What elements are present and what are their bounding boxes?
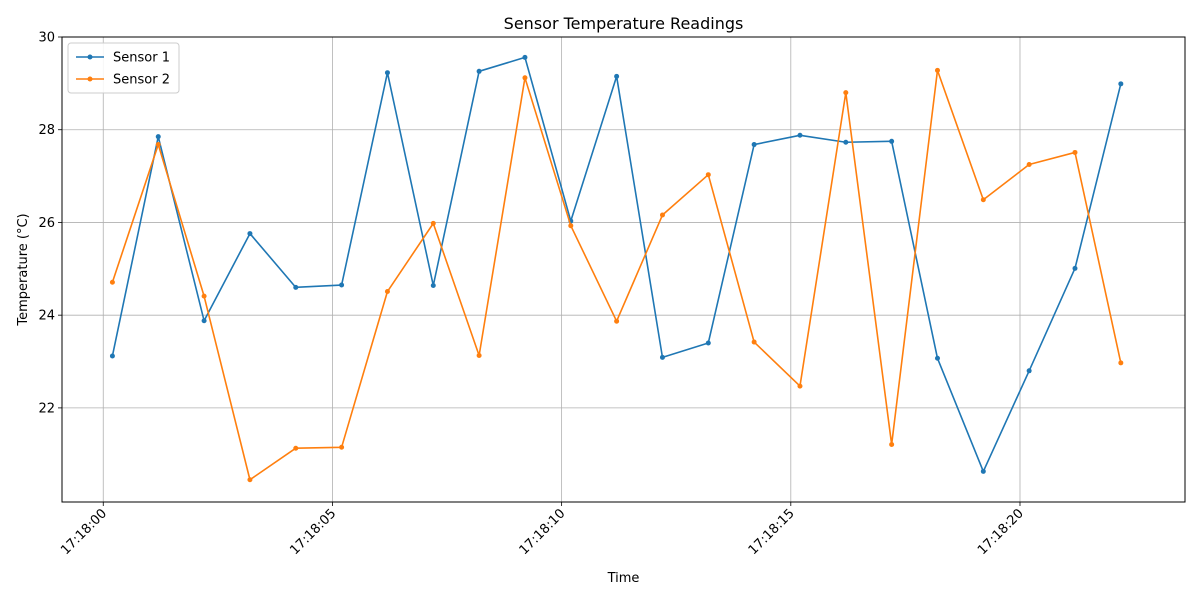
series-layer [109, 54, 1124, 483]
data-point [568, 223, 574, 229]
y-tick-label: 26 [38, 216, 55, 231]
data-point [889, 442, 895, 448]
y-tick-label: 30 [38, 31, 55, 46]
data-point [430, 220, 436, 226]
data-point [1072, 265, 1078, 271]
series-2 [109, 67, 1124, 483]
x-tick-label: 17:18:20 [975, 506, 1027, 558]
data-point [614, 318, 620, 324]
data-point [1026, 161, 1032, 167]
y-tick-label: 22 [38, 401, 55, 416]
data-point [889, 138, 895, 144]
y-axis-label: Temperature (°C) [16, 213, 31, 326]
x-axis-label: Time [607, 571, 640, 586]
legend-label: Sensor 1 [113, 51, 170, 66]
data-point [980, 468, 986, 474]
data-point [934, 67, 940, 73]
data-point [522, 75, 528, 81]
series-line [111, 56, 1122, 473]
data-point [843, 90, 849, 96]
data-point [934, 355, 940, 361]
data-point [201, 318, 207, 324]
data-point [384, 289, 390, 295]
data-point [476, 68, 482, 74]
data-point [1118, 360, 1124, 366]
y-tick-label: 28 [38, 123, 55, 138]
data-point [797, 132, 803, 138]
data-point [339, 282, 345, 288]
data-point [659, 354, 665, 360]
data-point [201, 293, 207, 299]
data-point [109, 353, 115, 359]
legend-marker [87, 54, 93, 60]
data-point [1026, 368, 1032, 374]
data-point [247, 231, 253, 237]
legend: Sensor 1 Sensor 2 [67, 42, 180, 94]
data-point [293, 284, 299, 290]
data-point [705, 340, 711, 346]
legend-label: Sensor 2 [113, 73, 170, 88]
data-point [751, 142, 757, 148]
data-point [155, 142, 161, 148]
y-tick-label: 24 [38, 309, 55, 324]
x-tick-label: 17:18:15 [746, 506, 798, 558]
chart-title: Sensor Temperature Readings [504, 14, 744, 33]
data-point [751, 339, 757, 345]
data-point [980, 197, 986, 203]
data-point [705, 172, 711, 178]
data-point [659, 212, 665, 218]
series-1 [109, 54, 1124, 474]
data-point [430, 282, 436, 288]
legend-marker [87, 76, 93, 82]
x-tick-label: 17:18:00 [58, 506, 110, 558]
data-point [614, 73, 620, 79]
x-tick-label: 17:18:10 [517, 506, 569, 558]
plot-frame [61, 36, 1186, 503]
data-point [293, 445, 299, 451]
series-line [111, 69, 1122, 481]
data-point [339, 444, 345, 450]
data-point [1072, 149, 1078, 155]
data-point [384, 70, 390, 76]
data-point [155, 134, 161, 140]
x-tick-label: 17:18:05 [287, 506, 339, 558]
data-point [522, 54, 528, 60]
legend-item: Sensor 2 [76, 73, 170, 88]
data-point [247, 477, 253, 483]
axis-ticks: 22 24 26 28 30 17:18:00 17:18:05 17:18:10 17:18:… [38, 31, 1026, 559]
legend-item: Sensor 1 [76, 51, 170, 66]
legend-box [67, 42, 180, 94]
data-point [843, 139, 849, 145]
data-point [1118, 81, 1124, 87]
data-point [109, 279, 115, 285]
data-point [797, 383, 803, 389]
data-point [476, 352, 482, 358]
